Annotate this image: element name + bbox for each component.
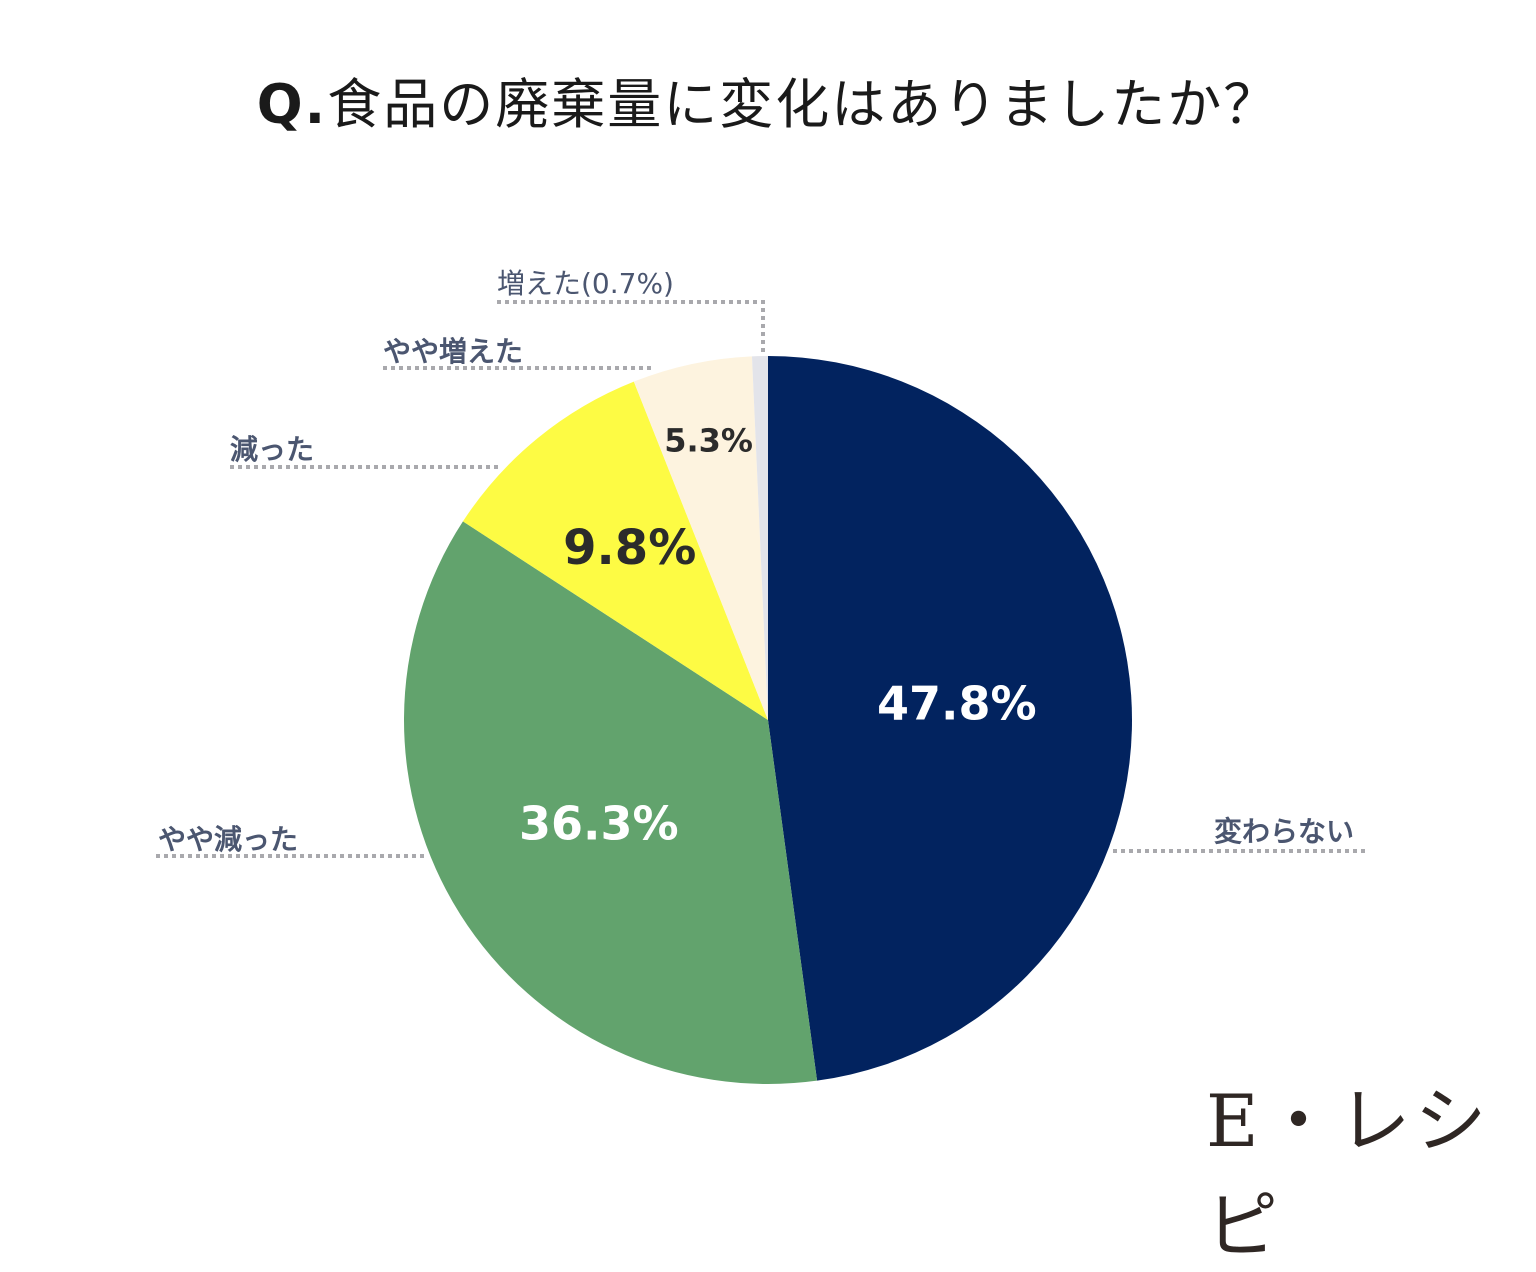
leader-line-fueta: [497, 300, 765, 352]
chart-frame: Q.食品の廃棄量に変化はありましたか？ 47.8% 36.3% 9.8% 5.3% 変…: [0, 60, 1536, 1268]
title-text: 食品の廃棄量に変化はありましたか？: [327, 73, 1280, 136]
value-labels: 47.8% 36.3% 9.8% 5.3%: [519, 421, 1037, 850]
pie-slice-yaya-fueta: [633, 356, 768, 720]
pie-slice-kawaranai: [768, 355, 1133, 1081]
label-fueta: 増えた(0.7%): [497, 267, 674, 300]
pie-slice-yaya-hetta: [403, 521, 818, 1084]
value-label-yaya-hetta: 36.3%: [519, 797, 679, 851]
value-label-kawaranai: 47.8%: [877, 677, 1037, 731]
pie-slices: [403, 355, 1133, 1084]
value-label-yaya-fueta: 5.3%: [664, 421, 753, 459]
pie-chart: 47.8% 36.3% 9.8% 5.3%: [156, 300, 1366, 1084]
pie-slice-fueta: [751, 356, 768, 720]
brand-logo: E・レシピ: [1206, 1079, 1491, 1268]
chart-title: Q.食品の廃棄量に変化はありましたか？: [0, 60, 1536, 139]
pie-slice-hetta: [462, 381, 768, 720]
value-label-hetta: 9.8%: [563, 520, 696, 576]
title-prefix: Q.: [256, 73, 328, 136]
label-yaya-hetta: やや減った: [158, 823, 299, 856]
leader-lines: [156, 300, 1366, 858]
label-yaya-fueta: やや増えた: [383, 335, 524, 368]
label-kawaranai: 変わらない: [1214, 815, 1355, 848]
label-hetta: 減った: [230, 433, 315, 466]
